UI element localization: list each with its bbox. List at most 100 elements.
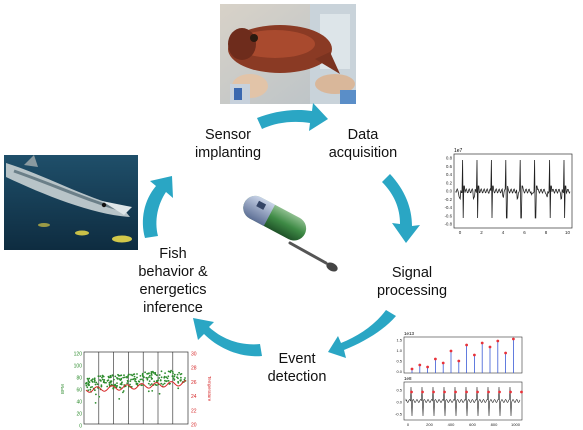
arrow-to-behavior — [193, 318, 262, 357]
raw-plot-y-tick: -0.2 — [445, 197, 453, 202]
bpm-dot — [99, 375, 102, 378]
bpm-dot — [105, 381, 107, 384]
bpm-dot — [173, 375, 176, 378]
bpm-dot — [132, 378, 134, 381]
proc-stem-marker — [457, 359, 461, 363]
stage-fish-behavior-line2: behavior & — [138, 264, 208, 280]
proc-top-y-tick: 1.0 — [396, 348, 402, 353]
bpm-dot — [142, 379, 145, 382]
bpm-dot — [95, 381, 98, 384]
barracuda-photo — [4, 155, 138, 250]
stage-signal-processing: Signal processing — [364, 264, 460, 300]
proc-stem-marker — [496, 339, 500, 343]
bpm-dot — [139, 378, 142, 381]
raw-plot-y-tick: 0.2 — [446, 180, 453, 185]
proc-stem-marker — [418, 363, 422, 367]
proc-stem-marker — [512, 337, 515, 341]
bpm-dot — [94, 389, 96, 392]
bpm-dot — [107, 379, 110, 381]
bpm-dot — [150, 371, 153, 373]
bpm-dot — [147, 382, 150, 385]
bpm-dot — [163, 375, 166, 378]
bpm-dot — [155, 374, 158, 377]
raw-plot-x-tick: 4 — [502, 230, 505, 235]
sensor-device-icon — [243, 195, 338, 272]
raw-plot-x-tick: 2 — [480, 230, 483, 235]
proc-x-tick: 600 — [469, 422, 476, 427]
bpm-dot — [116, 385, 119, 387]
proc-peak-marker — [465, 390, 468, 394]
proc-peak-marker — [498, 390, 501, 394]
proc-stem-marker — [488, 345, 492, 349]
bpm-dot — [120, 377, 123, 380]
arrow-to-processing — [382, 174, 420, 243]
bpm-dot — [183, 378, 186, 381]
bpm-dot — [87, 384, 90, 387]
raw-plot-x-tick: 8 — [545, 230, 548, 235]
bpm-dot — [89, 386, 92, 389]
bpm-dot — [119, 374, 121, 377]
proc-peak-marker — [520, 390, 523, 394]
behavior-right-tick: 30 — [191, 352, 197, 358]
bpm-dot — [118, 378, 121, 380]
behavior-left-tick: 80 — [76, 376, 82, 382]
bpm-dot — [93, 377, 96, 380]
bpm-dot — [158, 377, 161, 379]
bpm-dot — [116, 382, 118, 384]
bpm-dot — [126, 382, 129, 385]
proc-peak-marker — [421, 390, 424, 394]
behavior-right-axis-label: Temperature — [207, 376, 212, 402]
raw-plot-y-tick: 0.8 — [446, 156, 453, 161]
behavior-right-tick: 28 — [191, 366, 197, 372]
bpm-dot — [88, 377, 91, 380]
bpm-dot — [184, 377, 186, 379]
bpm-dot — [91, 381, 94, 383]
bpm-dot — [96, 383, 99, 386]
raw-signal-line — [455, 159, 571, 219]
proc-peak-marker — [432, 390, 435, 394]
behavior-left-tick: 60 — [76, 388, 82, 394]
bpm-dot — [122, 391, 124, 394]
bpm-dot — [173, 378, 176, 381]
bpm-dot — [130, 378, 132, 381]
bpm-dot — [150, 383, 153, 385]
temperature-line — [85, 380, 187, 393]
bpm-dot — [172, 372, 174, 375]
bpm-dot — [154, 372, 156, 375]
bpm-dot — [146, 377, 149, 379]
raw-plot-y-tick: -0.8 — [445, 222, 453, 227]
proc-stem-marker — [410, 367, 414, 371]
raw-plot-y-tick: 0.6 — [446, 164, 453, 169]
bpm-dot — [133, 375, 136, 378]
bpm-dot — [87, 379, 90, 381]
bpm-dot — [100, 384, 103, 387]
bpm-dot — [114, 383, 117, 386]
proc-top-y-tick: 0.0 — [396, 369, 402, 374]
bpm-dot — [159, 379, 162, 382]
proc-stem-marker — [449, 349, 453, 353]
bpm-dot — [91, 386, 93, 388]
bpm-dot — [171, 370, 174, 373]
stage-signal-processing-line2: processing — [376, 283, 448, 299]
bpm-dot — [164, 372, 166, 374]
bpm-dot — [155, 384, 158, 386]
bpm-dot — [156, 379, 158, 382]
bpm-dot — [88, 381, 91, 384]
processing-plot: 1e13 1.5 1.0 0.5 0.0 1e8 0.5 0.0 -0.5 0 200 400… — [395, 331, 523, 427]
stage-fish-behavior: Fish behavior & energetics inference — [120, 245, 226, 317]
bpm-dot — [93, 381, 96, 383]
bpm-dot — [125, 376, 128, 378]
bpm-dot — [178, 371, 180, 374]
proc-x-tick: 200 — [426, 422, 433, 427]
bpm-dot — [141, 378, 143, 381]
bpm-dot — [113, 378, 115, 381]
bpm-dot — [94, 383, 97, 386]
bpm-dot — [141, 374, 144, 376]
behavior-right-tick: 26 — [191, 380, 197, 386]
proc-stem-marker — [504, 351, 507, 355]
bpm-dot — [129, 380, 132, 382]
proc-peak-marker — [443, 390, 446, 394]
bpm-dot — [158, 374, 161, 376]
bpm-dot — [173, 373, 176, 376]
